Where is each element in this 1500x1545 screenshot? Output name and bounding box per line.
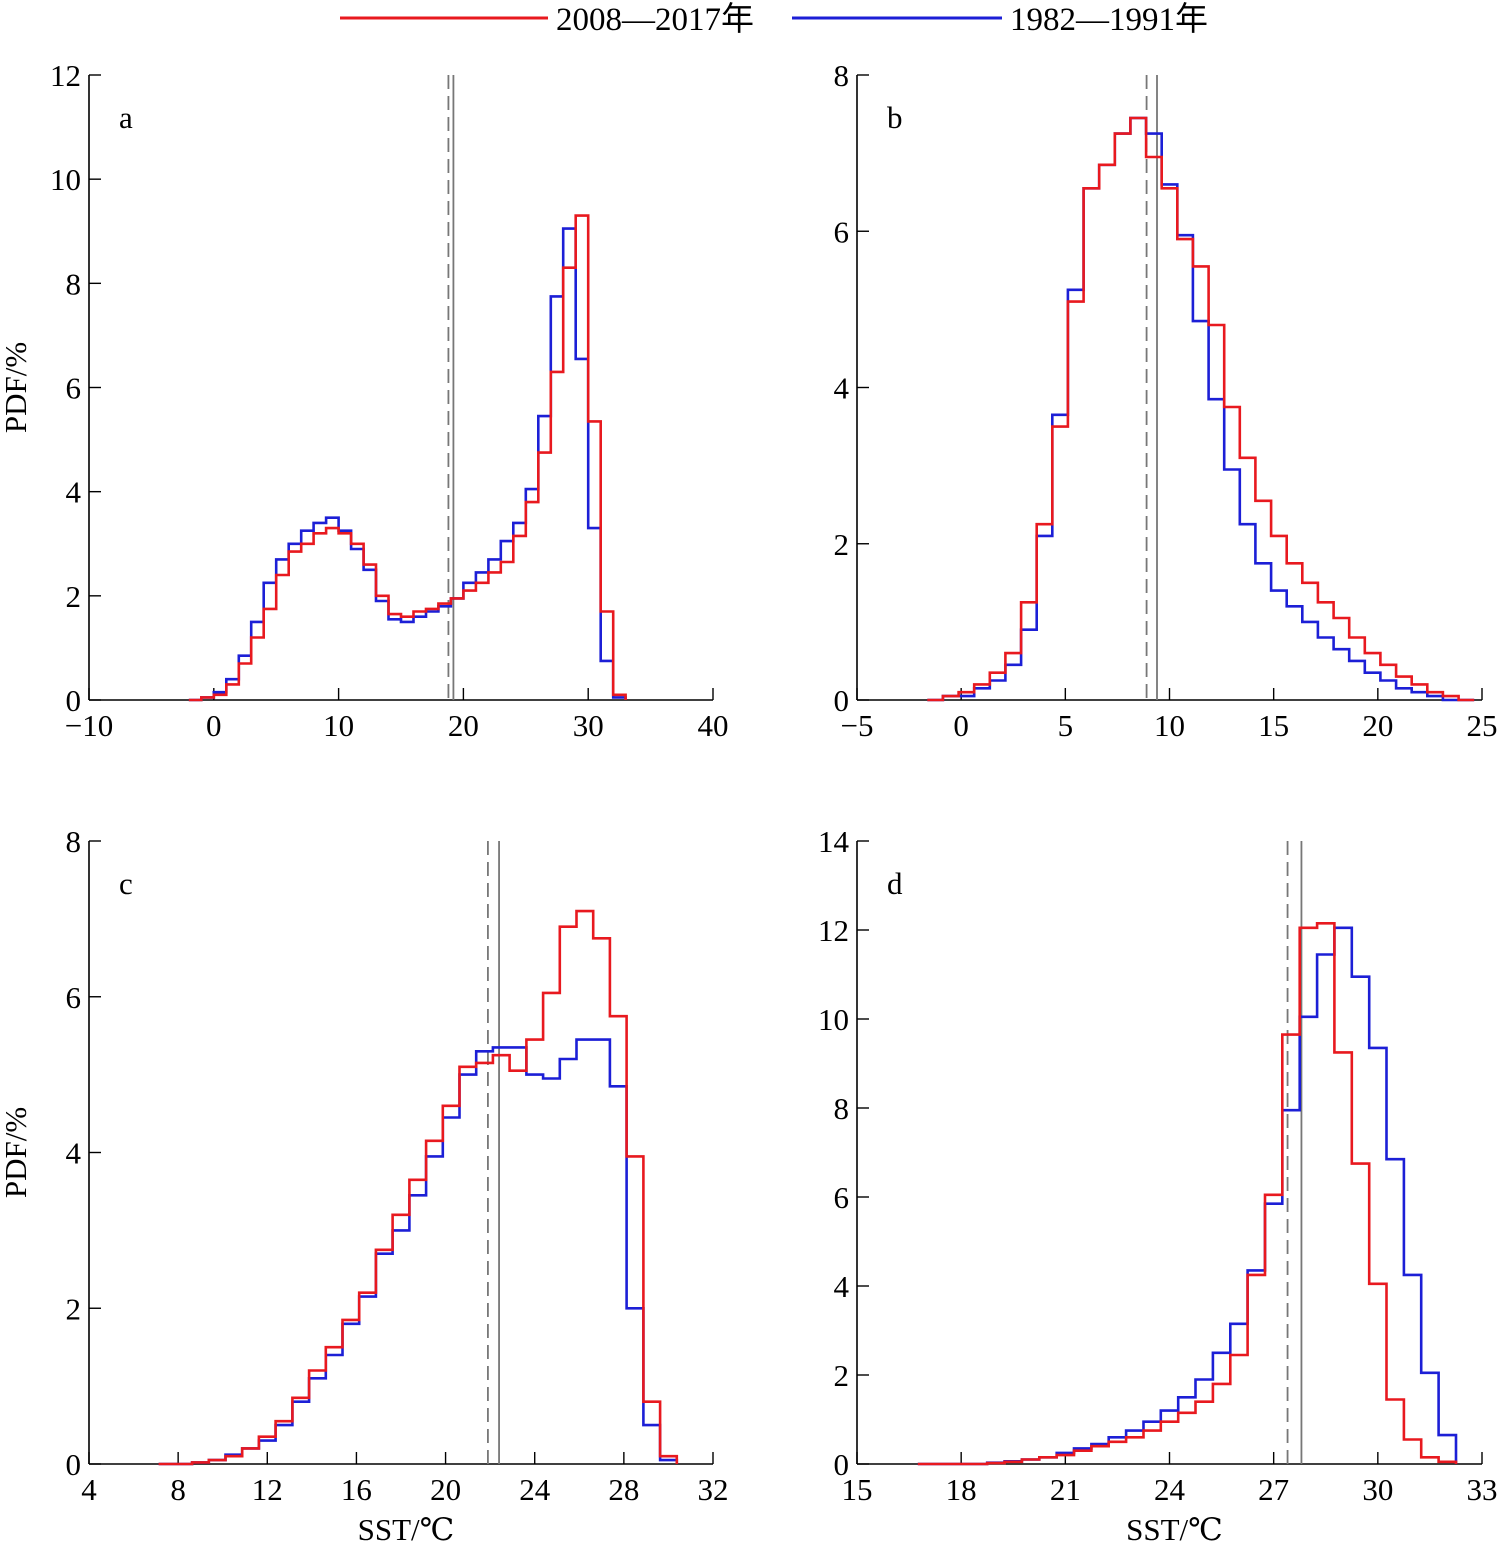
legend-label-1: 2008—2017年 xyxy=(556,1,754,38)
y-tick-label-c-2: 4 xyxy=(66,1136,82,1171)
x-tick-label-b-1: 0 xyxy=(953,708,969,743)
panel-letter-d: d xyxy=(887,866,903,901)
y-tick-label-d-7: 14 xyxy=(818,824,850,859)
x-tick-label-a-1: 0 xyxy=(206,708,222,743)
y-tick-label-b-3: 6 xyxy=(834,214,850,249)
x-tick-label-d-5: 30 xyxy=(1362,1472,1393,1507)
y-tick-label-b-0: 0 xyxy=(834,683,850,718)
x-axis-title-c: SST/℃ xyxy=(358,1512,455,1545)
series-red-b xyxy=(927,116,1475,702)
x-tick-label-d-6: 33 xyxy=(1467,1472,1498,1507)
y-tick-label-b-1: 2 xyxy=(834,527,850,562)
x-tick-label-c-0: 4 xyxy=(81,1472,97,1507)
x-tick-label-b-6: 25 xyxy=(1467,708,1498,743)
x-tick-label-c-5: 24 xyxy=(519,1472,551,1507)
panel-letter-a: a xyxy=(119,100,133,135)
y-axis-title-a: PDF/% xyxy=(0,342,33,433)
y-tick-label-c-3: 6 xyxy=(66,980,82,1015)
x-tick-label-d-0: 15 xyxy=(842,1472,873,1507)
y-axis-title-c: PDF/% xyxy=(0,1107,33,1198)
legend: 2008—2017年 1982—1991年 xyxy=(340,1,1208,38)
legend-label-2: 1982—1991年 xyxy=(1010,1,1208,38)
x-tick-label-d-4: 27 xyxy=(1258,1472,1289,1507)
y-tick-label-b-4: 8 xyxy=(834,58,850,93)
series-blue-b xyxy=(927,116,1475,702)
panel-letter-c: c xyxy=(119,866,133,901)
y-tick-label-d-3: 6 xyxy=(834,1180,850,1215)
x-tick-label-d-2: 21 xyxy=(1050,1472,1081,1507)
series-blue-c xyxy=(158,1038,679,1466)
y-tick-label-a-3: 6 xyxy=(66,371,82,406)
y-tick-label-a-5: 10 xyxy=(50,162,81,197)
y-tick-label-d-5: 10 xyxy=(818,1002,849,1037)
x-tick-label-c-4: 20 xyxy=(430,1472,461,1507)
y-tick-label-b-2: 4 xyxy=(834,371,850,406)
x-tick-label-c-3: 16 xyxy=(341,1472,372,1507)
x-tick-label-b-2: 5 xyxy=(1058,708,1074,743)
y-tick-label-a-1: 2 xyxy=(66,579,82,614)
y-tick-label-d-0: 0 xyxy=(834,1447,850,1482)
y-tick-label-a-6: 12 xyxy=(50,58,81,93)
x-tick-label-a-5: 40 xyxy=(698,708,729,743)
x-tick-label-a-4: 30 xyxy=(573,708,604,743)
y-tick-label-d-4: 8 xyxy=(834,1091,850,1126)
series-red-a xyxy=(188,214,627,702)
y-tick-label-d-1: 2 xyxy=(834,1358,850,1393)
y-tick-label-d-2: 4 xyxy=(834,1269,850,1304)
x-tick-label-c-1: 8 xyxy=(170,1472,186,1507)
series-blue-d xyxy=(917,926,1458,1466)
x-tick-label-b-5: 20 xyxy=(1362,708,1393,743)
x-tick-label-a-2: 10 xyxy=(323,708,354,743)
x-tick-label-d-3: 24 xyxy=(1154,1472,1186,1507)
x-tick-label-a-3: 20 xyxy=(448,708,479,743)
x-tick-label-d-1: 18 xyxy=(946,1472,977,1507)
y-tick-label-a-0: 0 xyxy=(66,683,82,718)
y-tick-label-c-1: 2 xyxy=(66,1291,82,1326)
panel-letter-b: b xyxy=(887,100,903,135)
x-tick-label-b-0: −5 xyxy=(841,708,874,743)
y-tick-label-d-6: 12 xyxy=(818,913,849,948)
x-tick-label-b-4: 15 xyxy=(1258,708,1289,743)
y-tick-label-c-0: 0 xyxy=(66,1447,82,1482)
x-tick-label-c-2: 12 xyxy=(252,1472,283,1507)
series-red-c xyxy=(158,909,679,1466)
y-tick-label-a-4: 8 xyxy=(66,266,82,301)
x-tick-label-a-0: −10 xyxy=(65,708,113,743)
x-tick-label-c-7: 32 xyxy=(698,1472,729,1507)
y-tick-label-a-2: 4 xyxy=(66,475,82,510)
x-axis-title-d: SST/℃ xyxy=(1126,1512,1223,1545)
x-tick-label-c-6: 28 xyxy=(608,1472,639,1507)
y-tick-label-c-4: 8 xyxy=(66,824,82,859)
series-red-d xyxy=(917,922,1458,1466)
x-tick-label-b-3: 10 xyxy=(1154,708,1185,743)
series-blue-a xyxy=(188,227,627,702)
